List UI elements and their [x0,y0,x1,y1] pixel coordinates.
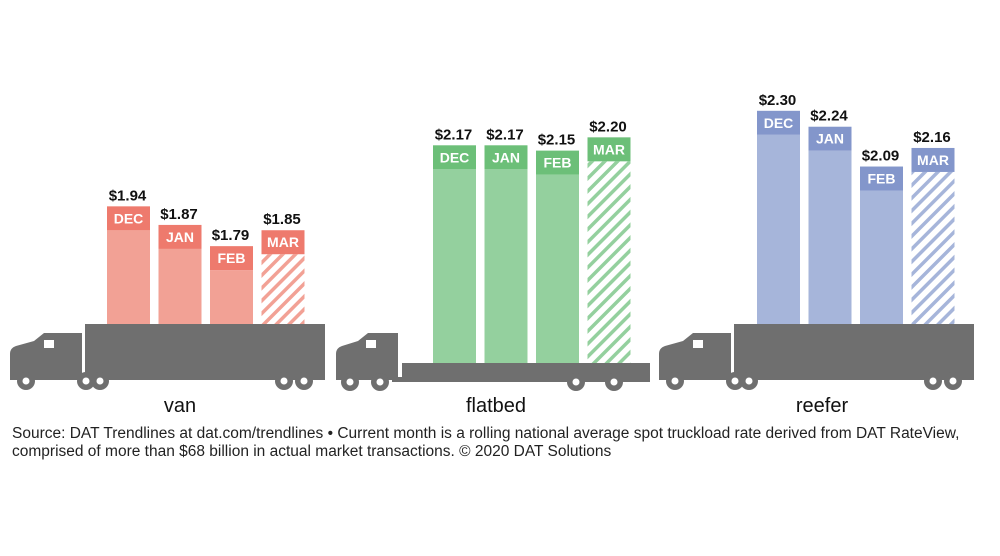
hubcap [22,377,30,385]
flatbed-month-label-jan: JAN [492,149,520,165]
van-bar-feb [210,270,253,325]
hubcap [929,377,937,385]
flatbed-deck [402,363,650,377]
flatbed-month-band-feb [536,150,579,175]
van-month-band-feb [210,246,253,271]
reefer-bar-jan [808,150,852,325]
reefer-month-band-dec [757,110,800,135]
reefer-month-label-feb: FEB [868,171,896,187]
trailer-box [734,324,974,380]
van-bar-jan [158,248,202,325]
reefer-month-label-jan: JAN [816,131,844,147]
hubcap [671,377,679,385]
van-bar-mar [261,254,305,325]
flatbed-month-band-mar [587,137,631,162]
hubcap [949,377,957,385]
flatbed-bar-jan [484,169,528,363]
reefer-bar-feb [860,190,903,325]
hubcap [610,378,618,386]
van-month-band-mar [261,230,305,255]
flatbed-month-band-dec [433,145,476,170]
reefer-month-band-mar [911,147,955,172]
hubcap [346,378,354,386]
reefer-month-label-mar: MAR [917,152,949,168]
van-value-label-dec: $1.94 [109,187,147,204]
flatbed-month-label-feb: FEB [544,155,572,171]
flatbed-value-label-jan: $2.17 [486,126,524,143]
flatbed-month-label-dec: DEC [440,149,470,165]
reefer-bar-group: DEC $2.30 JAN $2.24 FEB $2.09 MAR $2.16 [757,92,955,325]
flatbed-value-label-feb: $2.15 [538,132,576,149]
cab-window [366,340,376,348]
flatbed-value-label-dec: $2.17 [435,126,473,143]
van-month-band-jan [158,224,202,249]
hubcap [82,377,90,385]
trailer-box [85,324,325,380]
van-value-label-mar: $1.85 [263,211,301,228]
flatbed-value-label-mar: $2.20 [589,118,627,135]
cab-window [44,340,54,348]
van-truck-icon [10,324,325,390]
hubcap [731,377,739,385]
reefer-value-label-dec: $2.30 [759,92,797,109]
reefer-value-label-mar: $2.16 [913,129,951,146]
reefer-month-band-jan [808,126,852,151]
truck-cab [10,333,82,380]
van-bar-dec [107,230,150,325]
flatbed-bar-mar [587,161,631,363]
flatbed-frame [392,377,650,382]
reefer-bar-mar [911,171,955,325]
hubcap [376,378,384,386]
truck-cab [659,333,731,380]
flatbed-bar-feb [536,174,579,363]
reefer-month-band-feb [860,166,903,191]
truck-cab [336,333,398,380]
flatbed-group-label: flatbed [466,395,526,417]
flatbed-bar-group: DEC $2.17 JAN $2.17 FEB $2.15 MAR $2.20 [433,118,631,363]
hubcap [280,377,288,385]
van-value-label-jan: $1.87 [160,206,198,223]
source-note: Source: DAT Trendlines at dat.com/trendl… [12,425,960,460]
rate-chart: DEC $1.94 JAN $1.87 FEB $1.79 MAR $1.85 van DEC $2… [10,92,974,417]
van-month-label-mar: MAR [267,234,299,250]
van-month-label-jan: JAN [166,229,194,245]
van-value-label-feb: $1.79 [212,227,250,244]
van-bar-group: DEC $1.94 JAN $1.87 FEB $1.79 MAR $1.85 [107,187,305,325]
flatbed-truck-icon [336,333,650,391]
reefer-value-label-feb: $2.09 [862,148,900,165]
van-month-label-feb: FEB [218,250,246,266]
reefer-truck-icon [659,324,974,390]
hubcap [96,377,104,385]
flatbed-month-band-jan [484,145,528,170]
cab-window [693,340,703,348]
hubcap [572,378,580,386]
reefer-bar-dec [757,134,800,325]
van-group-label: van [164,395,196,417]
van-month-band-dec [107,206,150,231]
flatbed-month-label-mar: MAR [593,141,625,157]
van-month-label-dec: DEC [114,210,144,226]
hubcap [300,377,308,385]
flatbed-bar-dec [433,169,476,363]
hubcap [745,377,753,385]
reefer-group-label: reefer [796,395,849,417]
reefer-month-label-dec: DEC [764,115,794,131]
reefer-value-label-jan: $2.24 [810,108,848,125]
